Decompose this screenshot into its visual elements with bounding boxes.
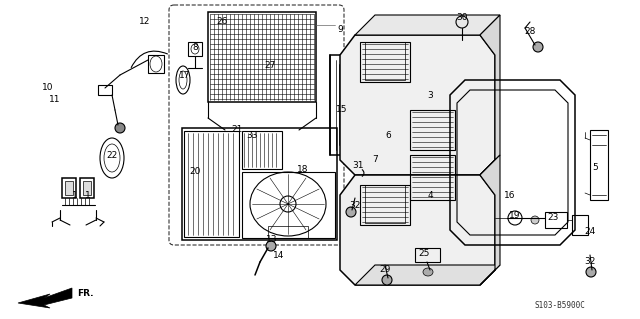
Text: 28: 28 — [524, 27, 536, 36]
Polygon shape — [355, 15, 500, 35]
Ellipse shape — [115, 123, 125, 133]
Text: 13: 13 — [266, 235, 278, 244]
Text: 18: 18 — [297, 166, 308, 174]
Bar — [242, 131, 282, 169]
Text: FR.: FR. — [77, 288, 93, 298]
Text: 27: 27 — [264, 61, 276, 70]
Text: 19: 19 — [509, 211, 521, 219]
Text: S103-B5900C: S103-B5900C — [534, 300, 586, 309]
Polygon shape — [355, 265, 500, 285]
Bar — [545, 212, 567, 228]
Bar — [360, 185, 410, 225]
Text: 7: 7 — [372, 155, 378, 165]
Bar — [415, 248, 440, 262]
Bar — [365, 42, 405, 80]
Ellipse shape — [346, 207, 356, 217]
Ellipse shape — [586, 267, 596, 277]
Bar — [268, 226, 308, 238]
Text: 15: 15 — [336, 106, 348, 115]
Bar — [184, 131, 239, 237]
Text: 11: 11 — [49, 95, 61, 105]
Text: 5: 5 — [592, 164, 598, 173]
Ellipse shape — [531, 216, 539, 224]
Bar — [188, 42, 202, 56]
Text: 26: 26 — [216, 18, 228, 26]
Text: 10: 10 — [42, 83, 54, 92]
Ellipse shape — [280, 196, 296, 212]
Ellipse shape — [266, 241, 276, 251]
Text: 8: 8 — [192, 43, 198, 53]
Text: 31: 31 — [352, 160, 364, 169]
Bar — [80, 178, 94, 198]
Text: 12: 12 — [140, 18, 150, 26]
Text: 1: 1 — [85, 190, 91, 199]
Text: 20: 20 — [189, 167, 201, 176]
Bar — [242, 172, 335, 238]
Bar — [182, 128, 337, 240]
Text: 17: 17 — [179, 70, 191, 79]
Text: 30: 30 — [456, 13, 468, 23]
Polygon shape — [480, 155, 500, 285]
Text: 21: 21 — [231, 125, 243, 135]
Bar — [410, 110, 455, 150]
Bar — [410, 155, 455, 200]
Polygon shape — [340, 35, 495, 175]
Text: 32: 32 — [584, 257, 596, 266]
Bar — [83, 181, 91, 195]
Text: 23: 23 — [547, 213, 559, 222]
Text: 24: 24 — [584, 227, 596, 236]
Bar — [590, 130, 608, 200]
Bar — [148, 55, 164, 73]
Ellipse shape — [533, 42, 543, 52]
Bar — [65, 181, 73, 195]
Text: 4: 4 — [427, 190, 433, 199]
Bar — [365, 185, 405, 223]
Text: 1: 1 — [72, 190, 78, 199]
Bar — [208, 12, 316, 102]
Polygon shape — [18, 288, 72, 308]
Text: 33: 33 — [246, 130, 258, 139]
Text: 14: 14 — [273, 250, 285, 259]
Ellipse shape — [423, 268, 433, 276]
Polygon shape — [340, 175, 495, 285]
Text: 6: 6 — [385, 130, 391, 139]
Bar — [572, 215, 588, 235]
Bar — [98, 85, 112, 95]
Ellipse shape — [382, 275, 392, 285]
Text: 3: 3 — [427, 91, 433, 100]
Text: 22: 22 — [106, 151, 118, 160]
Text: 25: 25 — [419, 249, 429, 257]
Text: 32: 32 — [349, 201, 361, 210]
Text: 9: 9 — [337, 26, 343, 34]
Text: 29: 29 — [380, 265, 390, 275]
Bar — [62, 178, 76, 198]
Bar — [360, 42, 410, 82]
Text: 16: 16 — [504, 190, 516, 199]
Polygon shape — [480, 15, 500, 175]
